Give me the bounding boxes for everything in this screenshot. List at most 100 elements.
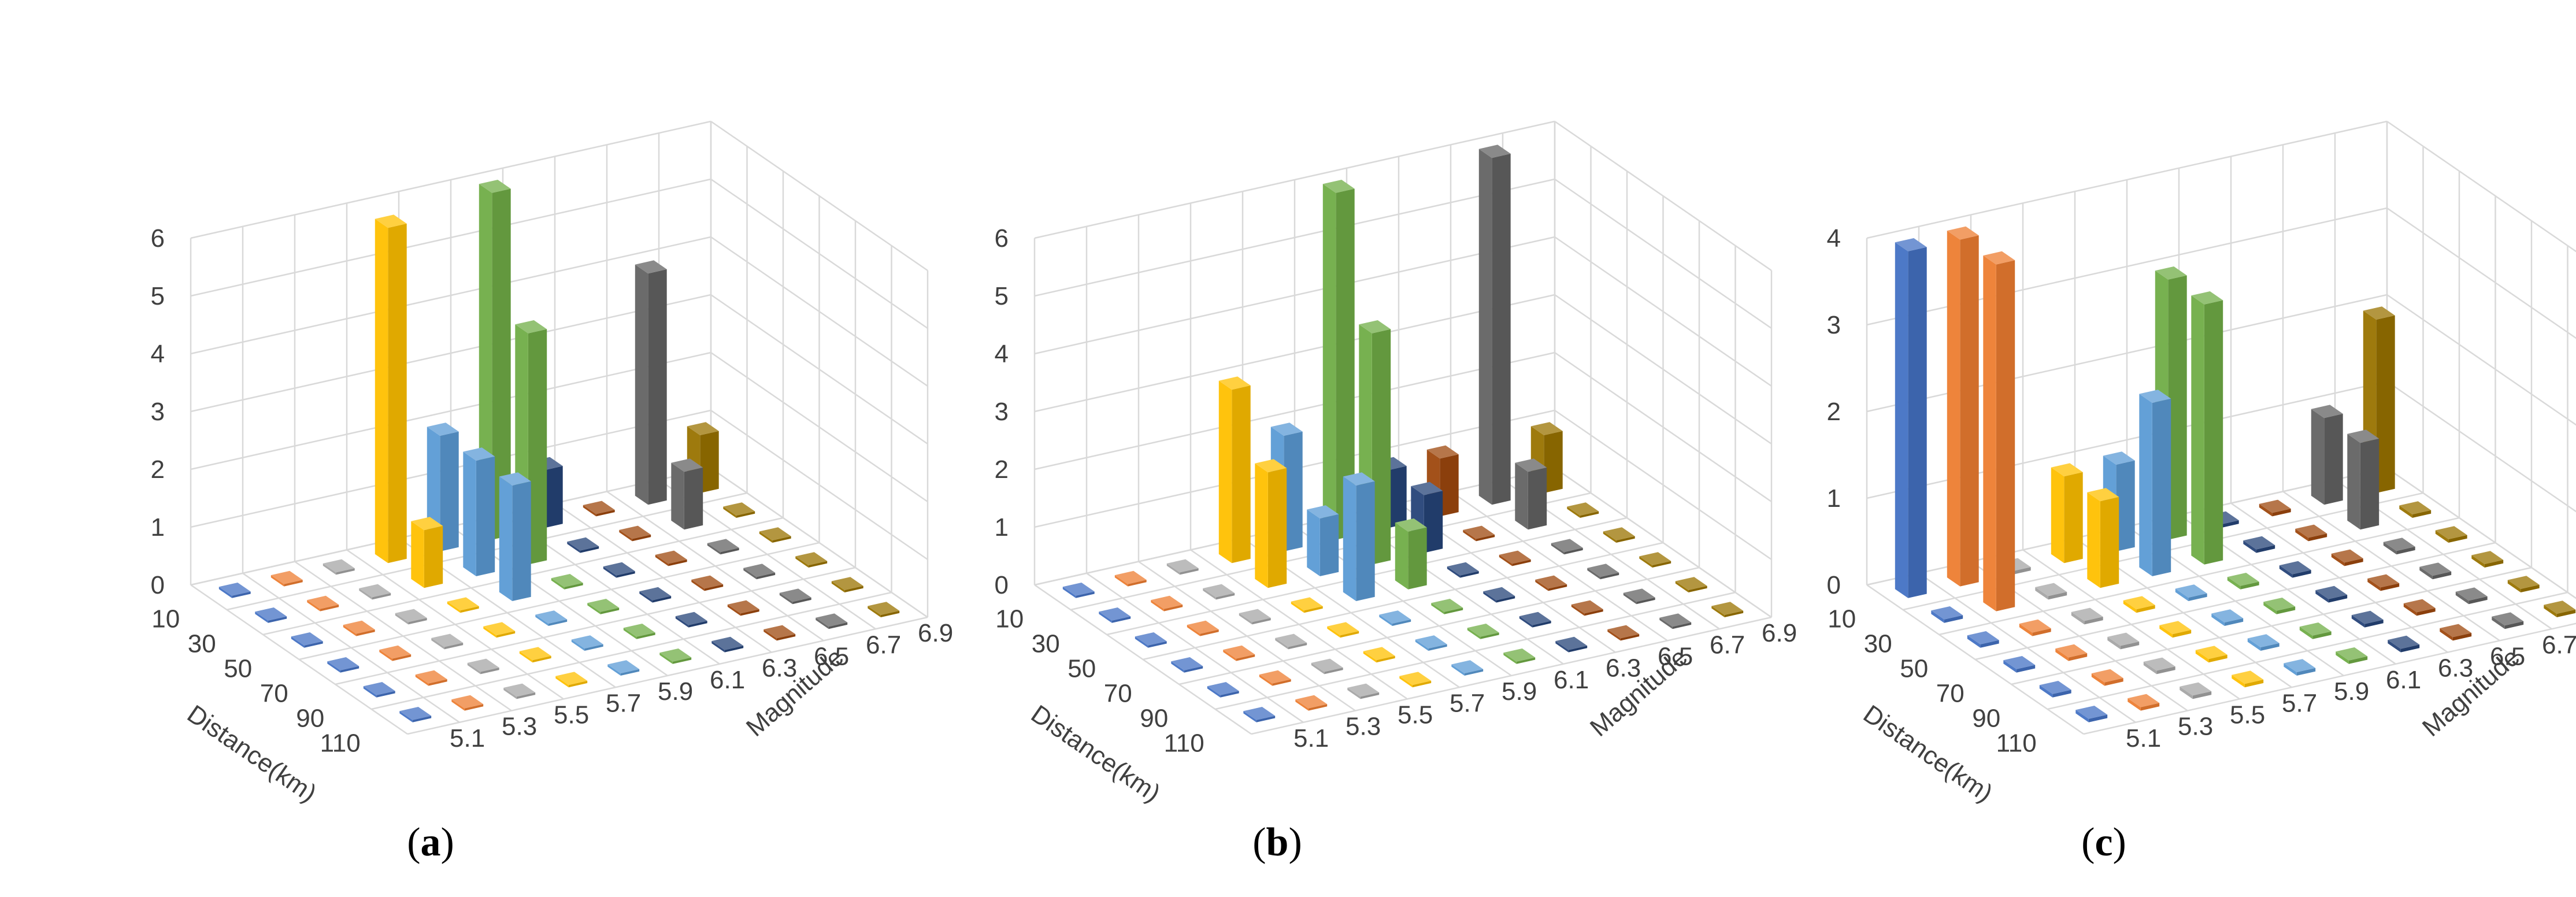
floor-marker xyxy=(535,610,568,626)
bar-face xyxy=(2440,624,2472,637)
floor-gridline xyxy=(1918,572,2136,723)
floor-marker xyxy=(2180,682,2212,699)
bars xyxy=(218,180,900,722)
floor-marker xyxy=(2243,536,2275,553)
floor-gridline xyxy=(710,467,928,618)
bar-face xyxy=(2143,657,2175,671)
bar-face xyxy=(392,654,412,661)
bar-face xyxy=(1356,481,1375,601)
bar-face xyxy=(1555,641,1569,653)
bar-face xyxy=(1639,556,1652,568)
bar-face xyxy=(218,583,251,596)
bar-face xyxy=(1218,380,1232,564)
bar-face xyxy=(2191,295,2204,565)
bar-face xyxy=(1284,431,1303,551)
bar-face xyxy=(2175,584,2207,598)
bar-face xyxy=(1307,505,1339,518)
distance-tick-label: 10 xyxy=(1828,605,1856,633)
floor-marker xyxy=(1467,624,1499,639)
bar-face xyxy=(2484,559,2504,568)
bar-face xyxy=(1151,595,1183,609)
bar-face xyxy=(583,501,615,514)
floor-marker xyxy=(379,645,412,661)
bar-face xyxy=(1412,680,1432,688)
bar-face xyxy=(499,476,513,601)
bar-face xyxy=(1376,655,1395,663)
bar-face xyxy=(2399,501,2432,514)
floor-gridline xyxy=(242,572,460,723)
floor-marker xyxy=(2399,501,2432,518)
bar-face xyxy=(1379,614,1392,626)
bar-face xyxy=(675,616,689,628)
bar-face xyxy=(2232,670,2264,684)
bar-face xyxy=(1567,502,1599,516)
bar-face xyxy=(1424,491,1443,553)
bar-face xyxy=(584,644,603,651)
floor-marker xyxy=(1571,600,1603,616)
bar-face xyxy=(451,695,484,709)
bar-face xyxy=(564,583,583,590)
floor-marker xyxy=(2419,562,2452,580)
bar-face xyxy=(2388,640,2401,653)
bar-face xyxy=(499,472,531,485)
bar-face xyxy=(2435,526,2467,539)
floor-marker xyxy=(1347,683,1380,699)
magnitude-tick-label: 5.3 xyxy=(2178,713,2213,741)
floor-marker xyxy=(2107,632,2140,650)
bar-face xyxy=(1319,514,1339,576)
bar-face xyxy=(779,592,793,605)
bar-face xyxy=(2328,595,2348,603)
bar-face xyxy=(1960,235,1979,587)
bar-face xyxy=(2308,533,2327,542)
floor-marker xyxy=(1499,550,1531,566)
bar-face xyxy=(1291,597,1323,611)
bar xyxy=(1322,180,1355,540)
magnitude-tick-label: 5.1 xyxy=(1293,724,1329,753)
bar-face xyxy=(291,632,323,646)
bar-face xyxy=(1478,144,1511,158)
bar-face xyxy=(1426,445,1459,459)
bar-face xyxy=(1187,625,1200,636)
bar-face xyxy=(1360,692,1380,699)
bar-face xyxy=(451,699,465,711)
bar-face xyxy=(2544,605,2557,617)
bar-face xyxy=(1532,621,1551,628)
bar-face xyxy=(1171,657,1203,670)
bar-face xyxy=(1636,597,1655,605)
bar-face xyxy=(375,218,388,564)
bar-face xyxy=(2403,599,2436,613)
floor-marker xyxy=(395,609,427,625)
floor-marker xyxy=(2336,647,2368,664)
bar-face xyxy=(424,525,443,588)
bar-face xyxy=(1340,631,1359,638)
bar-face xyxy=(2071,607,2103,621)
bar-face xyxy=(2035,587,2048,600)
bar-face xyxy=(2380,583,2400,591)
bar-face xyxy=(1548,584,1567,591)
bar-face xyxy=(2120,642,2140,650)
bar-face xyxy=(2204,300,2223,565)
magnitude-tick-label: 6.1 xyxy=(710,666,745,694)
panel-label-close: ) xyxy=(2113,820,2126,865)
bar-face xyxy=(444,643,464,650)
floor-marker xyxy=(483,622,516,638)
bar-face xyxy=(1483,587,1515,601)
floor-marker xyxy=(1291,597,1323,613)
bar-face xyxy=(2180,682,2212,696)
bar-face xyxy=(307,600,320,611)
bar-face xyxy=(340,666,359,673)
floor-marker xyxy=(659,648,692,664)
floor-marker xyxy=(1259,670,1291,686)
bar-face xyxy=(516,692,536,699)
bar-face xyxy=(1324,668,1343,674)
floor-marker xyxy=(1399,672,1432,688)
bar-face xyxy=(2188,593,2207,601)
bar-face xyxy=(1267,468,1287,588)
z-tick-label: 6 xyxy=(995,224,1009,253)
floor-marker xyxy=(2143,657,2175,674)
floor-marker xyxy=(1675,577,1707,592)
bar-face xyxy=(571,635,603,648)
bar-face xyxy=(1551,543,1565,555)
floor-marker xyxy=(655,550,687,566)
floor-marker xyxy=(1203,584,1235,600)
